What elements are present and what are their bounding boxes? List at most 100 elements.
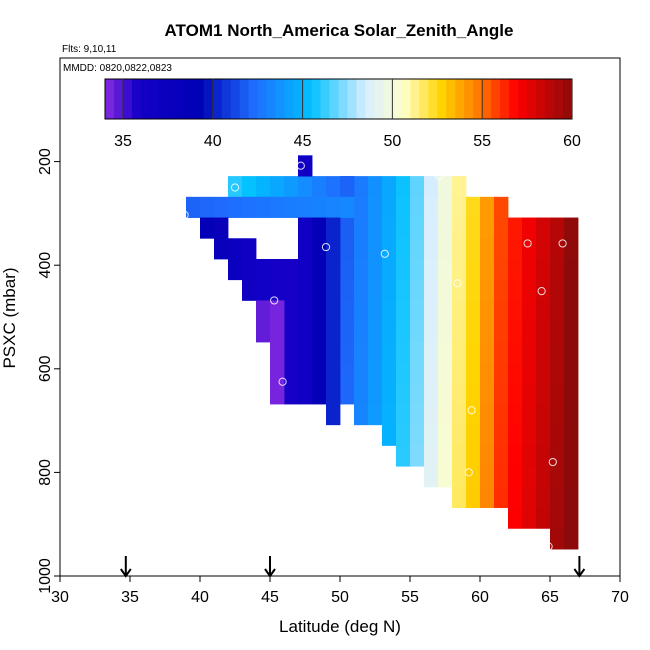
heatmap-cell xyxy=(522,466,537,488)
colorbar-tick-label: 55 xyxy=(473,133,491,150)
heatmap-cell xyxy=(284,300,299,322)
colorbar-segment xyxy=(158,79,169,119)
heatmap-cell xyxy=(550,217,565,239)
y-tick-label: 800 xyxy=(37,459,54,486)
heatmap-cell xyxy=(284,176,299,198)
colorbar-segment xyxy=(527,79,537,119)
colorbar-segment xyxy=(113,79,124,119)
heatmap-cell xyxy=(550,362,565,384)
heatmap-cell xyxy=(354,279,369,301)
y-tick-label: 600 xyxy=(37,355,54,382)
heatmap-cell xyxy=(522,217,537,239)
colorbar-segment xyxy=(284,79,295,119)
colorbar-segment xyxy=(131,79,142,119)
heatmap-cell xyxy=(424,362,439,384)
heatmap-cell xyxy=(522,424,537,446)
heatmap-cell xyxy=(326,238,341,260)
heatmap-cell xyxy=(494,238,509,260)
heatmap-cell xyxy=(550,424,565,446)
heatmap-cell xyxy=(382,321,397,343)
heatmap-cell xyxy=(410,238,425,260)
heatmap-cell xyxy=(284,362,299,384)
heatmap-cell xyxy=(494,341,509,363)
heatmap-cell xyxy=(340,321,355,343)
heatmap-cell xyxy=(326,196,341,218)
heatmap-cell xyxy=(410,424,425,446)
heatmap-cell xyxy=(242,279,257,301)
heatmap-cell xyxy=(438,362,453,384)
heatmap-cell xyxy=(312,176,327,198)
heatmap-cell xyxy=(494,383,509,405)
observation-point xyxy=(548,457,557,467)
heatmap-cell xyxy=(312,258,327,281)
heatmap-cell xyxy=(480,466,495,488)
observation-point xyxy=(278,377,287,386)
heatmap-cell xyxy=(480,238,495,260)
heatmap-cell xyxy=(326,341,341,363)
heatmap-cell xyxy=(452,258,467,281)
heatmap-cell xyxy=(536,486,551,509)
heatmap-cell xyxy=(536,362,551,384)
colorbar-segment xyxy=(320,79,331,119)
x-tick-label: 35 xyxy=(121,589,139,606)
heatmap-cell xyxy=(396,362,411,384)
heatmap-cell xyxy=(214,238,229,260)
heatmap-cell xyxy=(452,300,467,322)
heatmap-cell xyxy=(550,445,565,467)
observation-point xyxy=(380,249,389,258)
heatmap-cell xyxy=(536,258,551,281)
heatmap-cell xyxy=(550,321,565,343)
heatmap-cell xyxy=(564,258,579,281)
y-tick-label: 400 xyxy=(37,252,54,279)
heatmap-cell xyxy=(298,258,313,281)
heatmap-cell xyxy=(256,279,271,301)
heatmap-cell xyxy=(494,321,509,343)
colorbar-segment xyxy=(464,79,474,119)
colorbar-segment xyxy=(401,79,411,119)
observation-point xyxy=(544,542,553,551)
heatmap-cell xyxy=(312,383,327,405)
heatmap-cell xyxy=(480,321,495,343)
heatmap-cell xyxy=(480,486,495,509)
flight-arrow xyxy=(119,556,132,578)
heatmap-cell xyxy=(550,279,565,301)
heatmap-cells xyxy=(186,155,579,550)
heatmap-cell xyxy=(424,196,439,218)
heatmap-cell xyxy=(382,176,397,198)
heatmap-cell xyxy=(508,279,523,301)
heatmap-cell xyxy=(396,341,411,363)
heatmap-cell xyxy=(410,383,425,405)
heatmap-cell xyxy=(382,258,397,281)
heatmap-cell xyxy=(550,300,565,322)
heatmap-cell xyxy=(410,279,425,301)
heatmap-cell xyxy=(452,238,467,260)
heatmap-cell xyxy=(256,300,271,322)
colorbar-segment xyxy=(149,79,160,119)
heatmap-cell xyxy=(438,258,453,281)
colorbar-segment xyxy=(482,79,492,119)
heatmap-cell xyxy=(564,528,579,550)
observation-point xyxy=(453,279,462,288)
heatmap-cell xyxy=(312,217,327,239)
heatmap-cell xyxy=(452,321,467,343)
heatmap-cell xyxy=(466,196,481,218)
heatmap-cell xyxy=(396,176,411,198)
heatmap-cell xyxy=(452,383,467,405)
heatmap-cell xyxy=(522,507,537,529)
heatmap-cell xyxy=(494,486,509,509)
heatmap-cell xyxy=(368,383,383,405)
y-axis: 200 400 600 800 1000 xyxy=(37,148,60,594)
heatmap-cell xyxy=(522,321,537,343)
x-tick-label: 45 xyxy=(261,589,279,606)
heatmap-cell xyxy=(382,424,397,446)
heatmap-cell xyxy=(564,238,579,260)
heatmap-cell xyxy=(522,404,537,426)
heatmap-cell xyxy=(438,176,453,198)
heatmap-cell xyxy=(270,258,285,281)
heatmap-cell xyxy=(368,300,383,322)
heatmap-cell xyxy=(536,424,551,446)
heatmap-cell xyxy=(424,341,439,363)
heatmap-cell xyxy=(452,486,467,509)
x-tick-label: 40 xyxy=(191,589,209,606)
heatmap-cell xyxy=(438,196,453,218)
